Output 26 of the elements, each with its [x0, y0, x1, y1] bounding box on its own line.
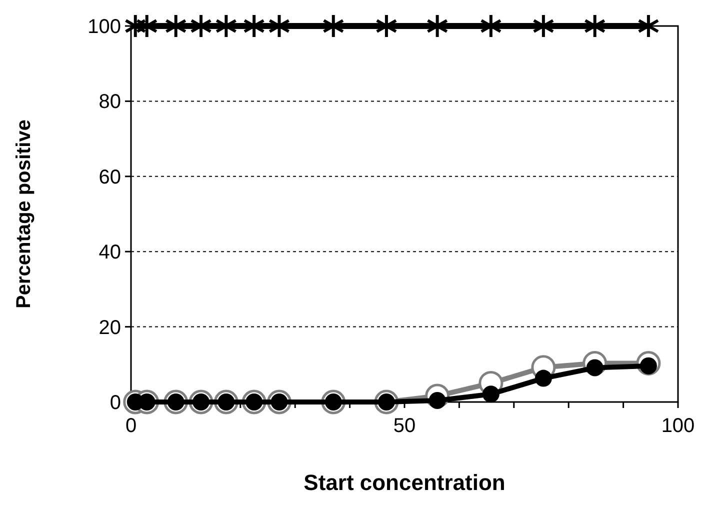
point — [216, 15, 236, 37]
point — [376, 15, 397, 37]
x-tick-label: 0 — [125, 415, 137, 437]
point — [534, 370, 552, 387]
x-axis-title: Start concentration — [304, 470, 506, 495]
x-tick-label: 50 — [393, 415, 416, 437]
point — [427, 15, 448, 37]
point — [323, 15, 344, 37]
y-axis-title: Percentage positive — [13, 120, 35, 308]
y-tick-label: 100 — [88, 16, 121, 38]
y-tick-label: 0 — [110, 392, 121, 414]
y-tick-label: 20 — [98, 316, 121, 339]
y-tick-label: 80 — [98, 91, 121, 114]
point — [480, 15, 502, 37]
y-tick-label: 40 — [98, 242, 121, 264]
point — [166, 15, 186, 37]
point — [482, 386, 500, 403]
point — [533, 15, 554, 37]
x-tick-label: 100 — [661, 415, 695, 437]
point — [244, 15, 264, 37]
point — [136, 15, 158, 37]
point — [638, 15, 659, 37]
point — [268, 15, 290, 37]
point — [584, 15, 606, 37]
y-tick-label: 60 — [98, 166, 121, 188]
point — [190, 15, 212, 37]
